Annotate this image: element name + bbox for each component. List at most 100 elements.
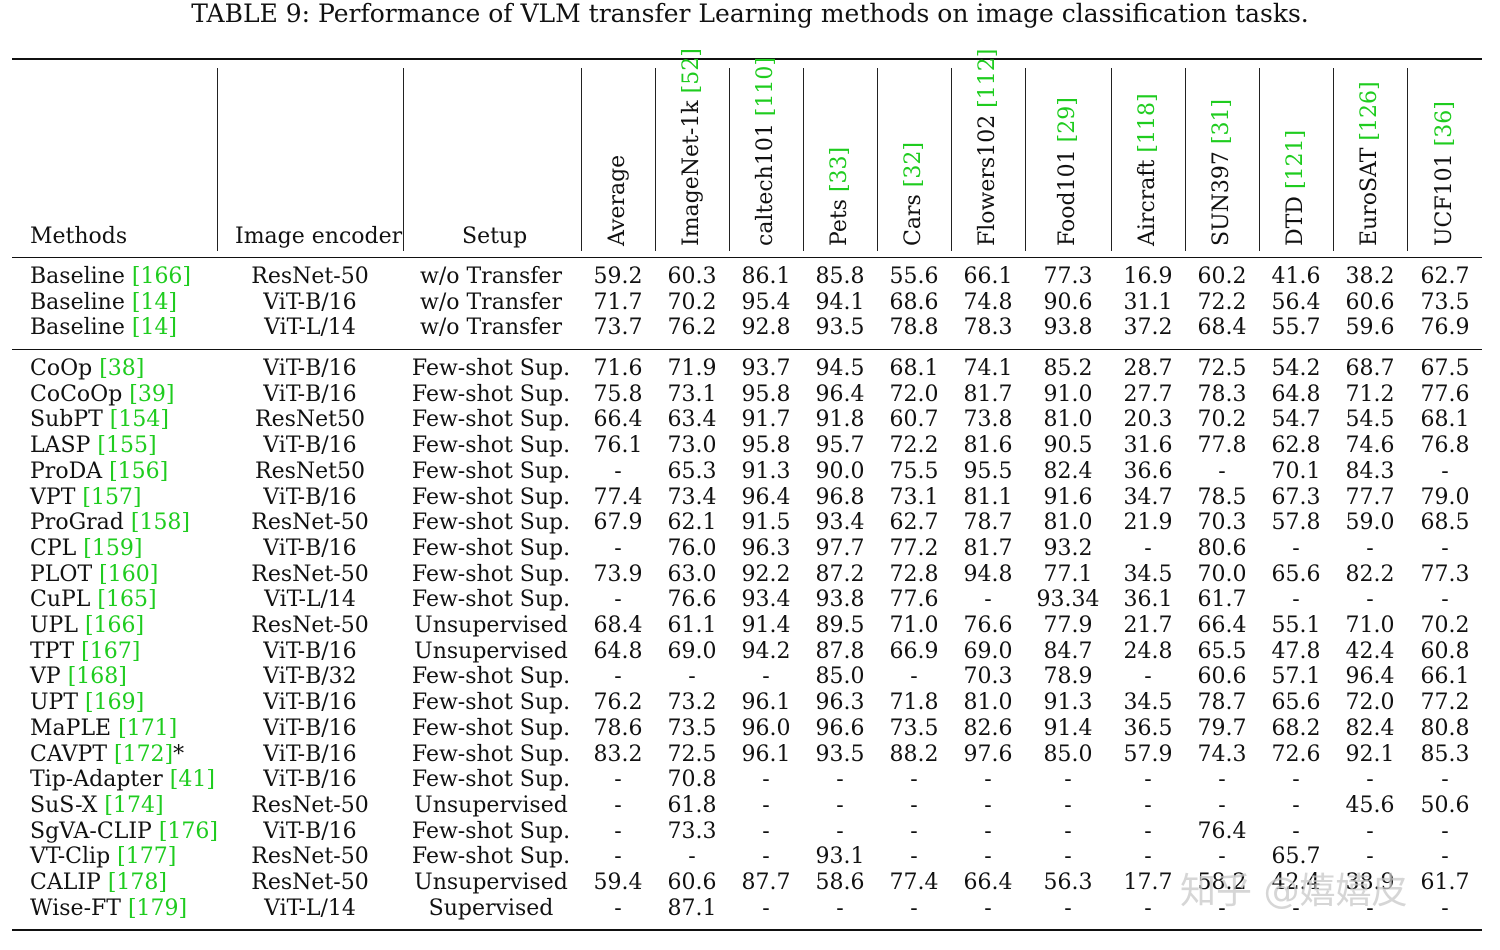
- method-name: SgVA-CLIP: [30, 818, 159, 844]
- method-name: MaPLE: [30, 715, 119, 741]
- value-cell: -: [1441, 767, 1449, 793]
- top-rule: [12, 58, 1482, 60]
- value-cell: 47.8: [1271, 638, 1321, 664]
- value-cell: -: [1064, 844, 1072, 870]
- method-citation: [166]: [84, 613, 145, 638]
- column-separator: [581, 68, 582, 251]
- value-cell: 57.1: [1271, 664, 1321, 690]
- value-cell: 73.9: [593, 561, 643, 587]
- value-cell: -: [1144, 895, 1152, 921]
- value-cell: -: [1064, 767, 1072, 793]
- value-cell: 77.8: [1197, 433, 1247, 459]
- value-cell: 96.4: [815, 381, 865, 407]
- encoder-cell: ViT-B/16: [263, 289, 357, 315]
- value-cell: 96.4: [741, 484, 791, 510]
- value-cell: 82.4: [1345, 715, 1395, 741]
- value-cell: 71.7: [593, 289, 643, 315]
- dataset-citation: [118]: [1135, 93, 1160, 153]
- value-cell: 78.6: [593, 715, 643, 741]
- value-cell: 66.4: [593, 407, 643, 433]
- value-cell: 28.7: [1123, 356, 1173, 381]
- value-cell: 96.3: [741, 535, 791, 561]
- method-citation: [14]: [131, 315, 178, 341]
- value-cell: 91.4: [741, 613, 791, 638]
- value-cell: 70.1: [1271, 458, 1321, 484]
- value-cell: -: [910, 664, 918, 690]
- value-cell: 68.2: [1271, 715, 1321, 741]
- setup-cell: Unsupervised: [414, 870, 568, 895]
- value-cell: -: [1366, 767, 1374, 793]
- value-cell: 21.7: [1123, 613, 1173, 638]
- method-cell: SubPT [154]: [30, 407, 169, 433]
- setup-cell: Few-shot Sup.: [411, 690, 571, 716]
- setup-cell: Few-shot Sup.: [411, 561, 571, 587]
- value-cell: 95.8: [741, 433, 791, 459]
- value-cell: 77.4: [889, 870, 939, 895]
- value-cell: 71.0: [1345, 613, 1395, 638]
- value-cell: 68.6: [889, 289, 939, 315]
- value-cell: -: [762, 818, 770, 844]
- encoder-cell: ResNet-50: [251, 870, 369, 895]
- value-cell: 57.9: [1123, 741, 1173, 767]
- value-cell: 21.9: [1123, 510, 1173, 536]
- method-citation: [165]: [97, 587, 157, 613]
- value-cell: 69.0: [667, 638, 717, 664]
- method-name: Baseline: [30, 315, 132, 341]
- value-cell: 80.6: [1197, 535, 1247, 561]
- value-cell: 63.4: [667, 407, 717, 433]
- value-cell: 76.6: [667, 587, 717, 613]
- table-row: Tip-Adapter [41] ViT-B/16 Few-shot Sup. - 70…: [0, 767, 1500, 793]
- dataset-name: Average: [605, 154, 630, 246]
- value-cell: -: [1144, 792, 1152, 818]
- value-cell: 36.5: [1123, 715, 1173, 741]
- encoder-cell: ViT-B/16: [263, 741, 357, 767]
- value-cell: 17.7: [1123, 870, 1173, 895]
- method-citation: [179]: [127, 895, 188, 921]
- table-row: CAVPT [172]* ViT-B/16 Few-shot Sup. 83.2 72.…: [0, 742, 1500, 768]
- value-cell: -: [984, 895, 992, 921]
- method-name: UPL: [30, 613, 85, 638]
- setup-cell: w/o Transfer: [420, 289, 562, 315]
- value-cell: -: [836, 818, 844, 844]
- value-cell: 73.5: [1420, 289, 1470, 315]
- header-methods: Methods: [30, 224, 128, 249]
- method-citation: [166]: [131, 264, 192, 289]
- setup-cell: Few-shot Sup.: [411, 510, 571, 536]
- method-cell: SuS-X [174]: [30, 793, 164, 819]
- value-cell: 59.0: [1345, 510, 1395, 536]
- column-separator: [877, 68, 878, 251]
- value-cell: -: [1144, 535, 1152, 561]
- encoder-cell: ResNet-50: [251, 561, 369, 587]
- value-cell: 76.4: [1197, 818, 1247, 844]
- value-cell: -: [1064, 895, 1072, 921]
- value-cell: -: [836, 792, 844, 818]
- value-cell: 65.3: [667, 458, 717, 484]
- method-citation: [177]: [117, 844, 177, 870]
- table-row: VT-Clip [177] ResNet-50 Few-shot Sup. - - - 93…: [0, 844, 1500, 870]
- encoder-cell: ResNet50: [255, 458, 365, 484]
- value-cell: 66.4: [963, 870, 1013, 895]
- value-cell: 62.7: [1420, 264, 1470, 289]
- value-cell: 78.7: [963, 510, 1013, 536]
- value-cell: 64.8: [593, 638, 643, 664]
- value-cell: -: [614, 587, 622, 613]
- method-citation: [168]: [67, 664, 127, 690]
- value-cell: 67.9: [593, 510, 643, 536]
- value-cell: -: [1218, 458, 1226, 484]
- column-separator: [951, 68, 952, 251]
- header-setup: Setup: [462, 224, 528, 249]
- value-cell: 97.7: [815, 535, 865, 561]
- column-separator: [655, 68, 656, 251]
- value-cell: 55.1: [1271, 613, 1321, 638]
- value-cell: 93.8: [815, 587, 865, 613]
- value-cell: 34.5: [1123, 690, 1173, 716]
- setup-cell: Few-shot Sup.: [411, 535, 571, 561]
- value-cell: 76.6: [963, 613, 1013, 638]
- dataset-header: Flowers102 [112]: [973, 49, 1003, 246]
- value-cell: 87.8: [815, 638, 865, 664]
- method-name: CoOp: [30, 356, 100, 381]
- value-cell: 95.4: [741, 289, 791, 315]
- method-citation: [172]: [113, 741, 174, 767]
- dataset-name: Pets: [827, 192, 852, 246]
- value-cell: -: [1441, 535, 1449, 561]
